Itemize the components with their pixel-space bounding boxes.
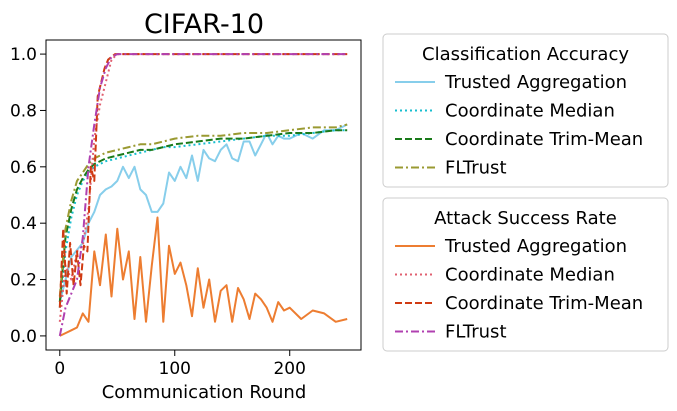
legend-title: Attack Success Rate [434, 208, 617, 229]
y-tick-label: 1.0 [10, 45, 37, 65]
legend-label: Trusted Aggregation [444, 72, 627, 93]
legend-label: FLTrust [445, 158, 507, 179]
y-tick-label: 0.6 [10, 158, 37, 178]
series-line-0 [58, 123, 348, 303]
legend-label: Trusted Aggregation [444, 236, 627, 257]
chart-title: CIFAR-10 [144, 9, 264, 40]
y-tick-label: 0.4 [10, 214, 37, 234]
x-tick-label: 200 [273, 359, 305, 379]
series-line-7 [58, 53, 348, 337]
legend-title: Classification Accuracy [422, 44, 629, 65]
x-tick-label: 0 [54, 359, 65, 379]
x-tick-label: 100 [159, 359, 191, 379]
legend-layer: Classification Accuracy Trusted Aggregati… [382, 33, 669, 352]
series-line-6 [58, 53, 348, 308]
series-layer [58, 53, 348, 337]
y-tick-label: 0.8 [10, 101, 37, 121]
legend-box [382, 197, 669, 352]
y-tick-label: 0.2 [10, 271, 37, 291]
series-line-5 [58, 53, 348, 322]
plot-frame [45, 39, 362, 351]
series-line-4 [59, 216, 348, 337]
legend-box [382, 33, 669, 188]
legend-label: Coordinate Trim-Mean [445, 293, 643, 314]
y-tick-label: 0.0 [10, 327, 37, 347]
x-axis: 0 100 200 [54, 350, 306, 379]
x-axis-label: Communication Round [102, 382, 307, 403]
series-line-2 [58, 129, 348, 303]
y-axis: 0.0 0.2 0.4 0.6 0.8 1.0 [10, 45, 46, 347]
series-line-1 [58, 129, 348, 308]
legend-label: Coordinate Median [445, 101, 615, 122]
legend-label: FLTrust [445, 322, 507, 343]
legend-label: Coordinate Trim-Mean [445, 129, 643, 150]
legend-label: Coordinate Median [445, 265, 615, 286]
series-line-3 [58, 123, 348, 297]
